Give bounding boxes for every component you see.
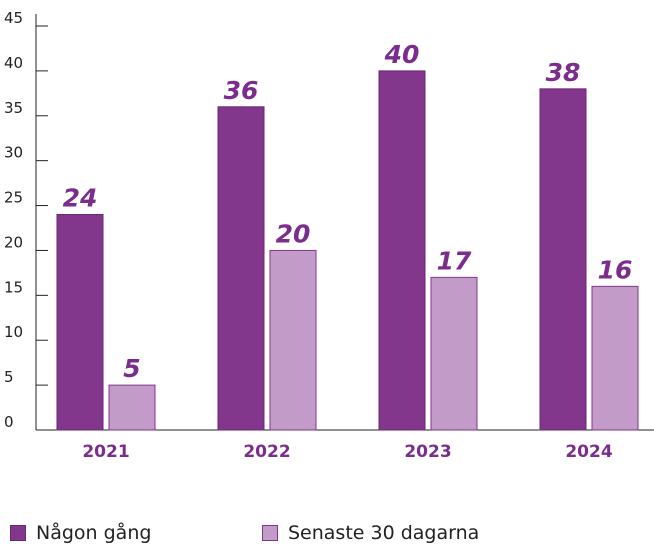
legend-item-senaste-30-dagarna: Senaste 30 dagarna [262,520,479,546]
y-tick-label: 0 [4,413,14,431]
y-tick-label: 35 [4,99,23,117]
y-tick-label: 5 [4,368,14,386]
legend-label-nagon-gang: Någon gång [36,522,152,544]
legend-swatch-nagon-gang [10,525,26,541]
bar-senaste-30-dagarna [108,384,156,431]
data-label-senaste-30-dagarna: 5 [123,354,140,383]
bar-senaste-30-dagarna [269,249,317,431]
bar-nagon-gang [217,106,265,431]
bar-chart: 0 5 10 15 20 25 30 35 40 45 24 5 2021 36 20 2022 40 17 202… [4,9,654,462]
bar-senaste-30-dagarna [430,276,478,431]
x-category-label: 2023 [404,442,451,462]
data-label-senaste-30-dagarna: 16 [598,255,633,284]
data-label-nagon-gang: 38 [546,58,581,87]
legend: Någon gång Senaste 30 dagarna [0,520,654,546]
legend-label-senaste-30-dagarna: Senaste 30 dagarna [288,522,480,544]
bar-senaste-30-dagarna [591,285,639,431]
data-label-senaste-30-dagarna: 17 [437,246,472,275]
x-category-label: 2024 [565,442,612,462]
y-tick-label: 30 [4,144,23,162]
data-label-nagon-gang: 40 [384,40,420,69]
legend-swatch-senaste-30-dagarna [262,525,278,541]
y-tick-label: 10 [4,323,23,341]
y-tick-label: 40 [4,54,23,72]
bar-nagon-gang [539,88,587,431]
data-label-nagon-gang: 24 [63,184,98,213]
y-tick-label: 15 [4,278,23,296]
data-label-senaste-30-dagarna: 20 [276,219,311,248]
bar-nagon-gang [378,70,426,431]
y-tick-label: 20 [4,233,23,251]
y-tick-label: 45 [4,9,23,27]
bar-nagon-gang [56,214,104,431]
data-label-nagon-gang: 36 [224,76,259,105]
x-category-label: 2022 [243,442,290,462]
x-category-label: 2021 [82,442,129,462]
legend-item-nagon-gang: Någon gång [10,520,151,546]
y-tick-label: 25 [4,189,23,207]
